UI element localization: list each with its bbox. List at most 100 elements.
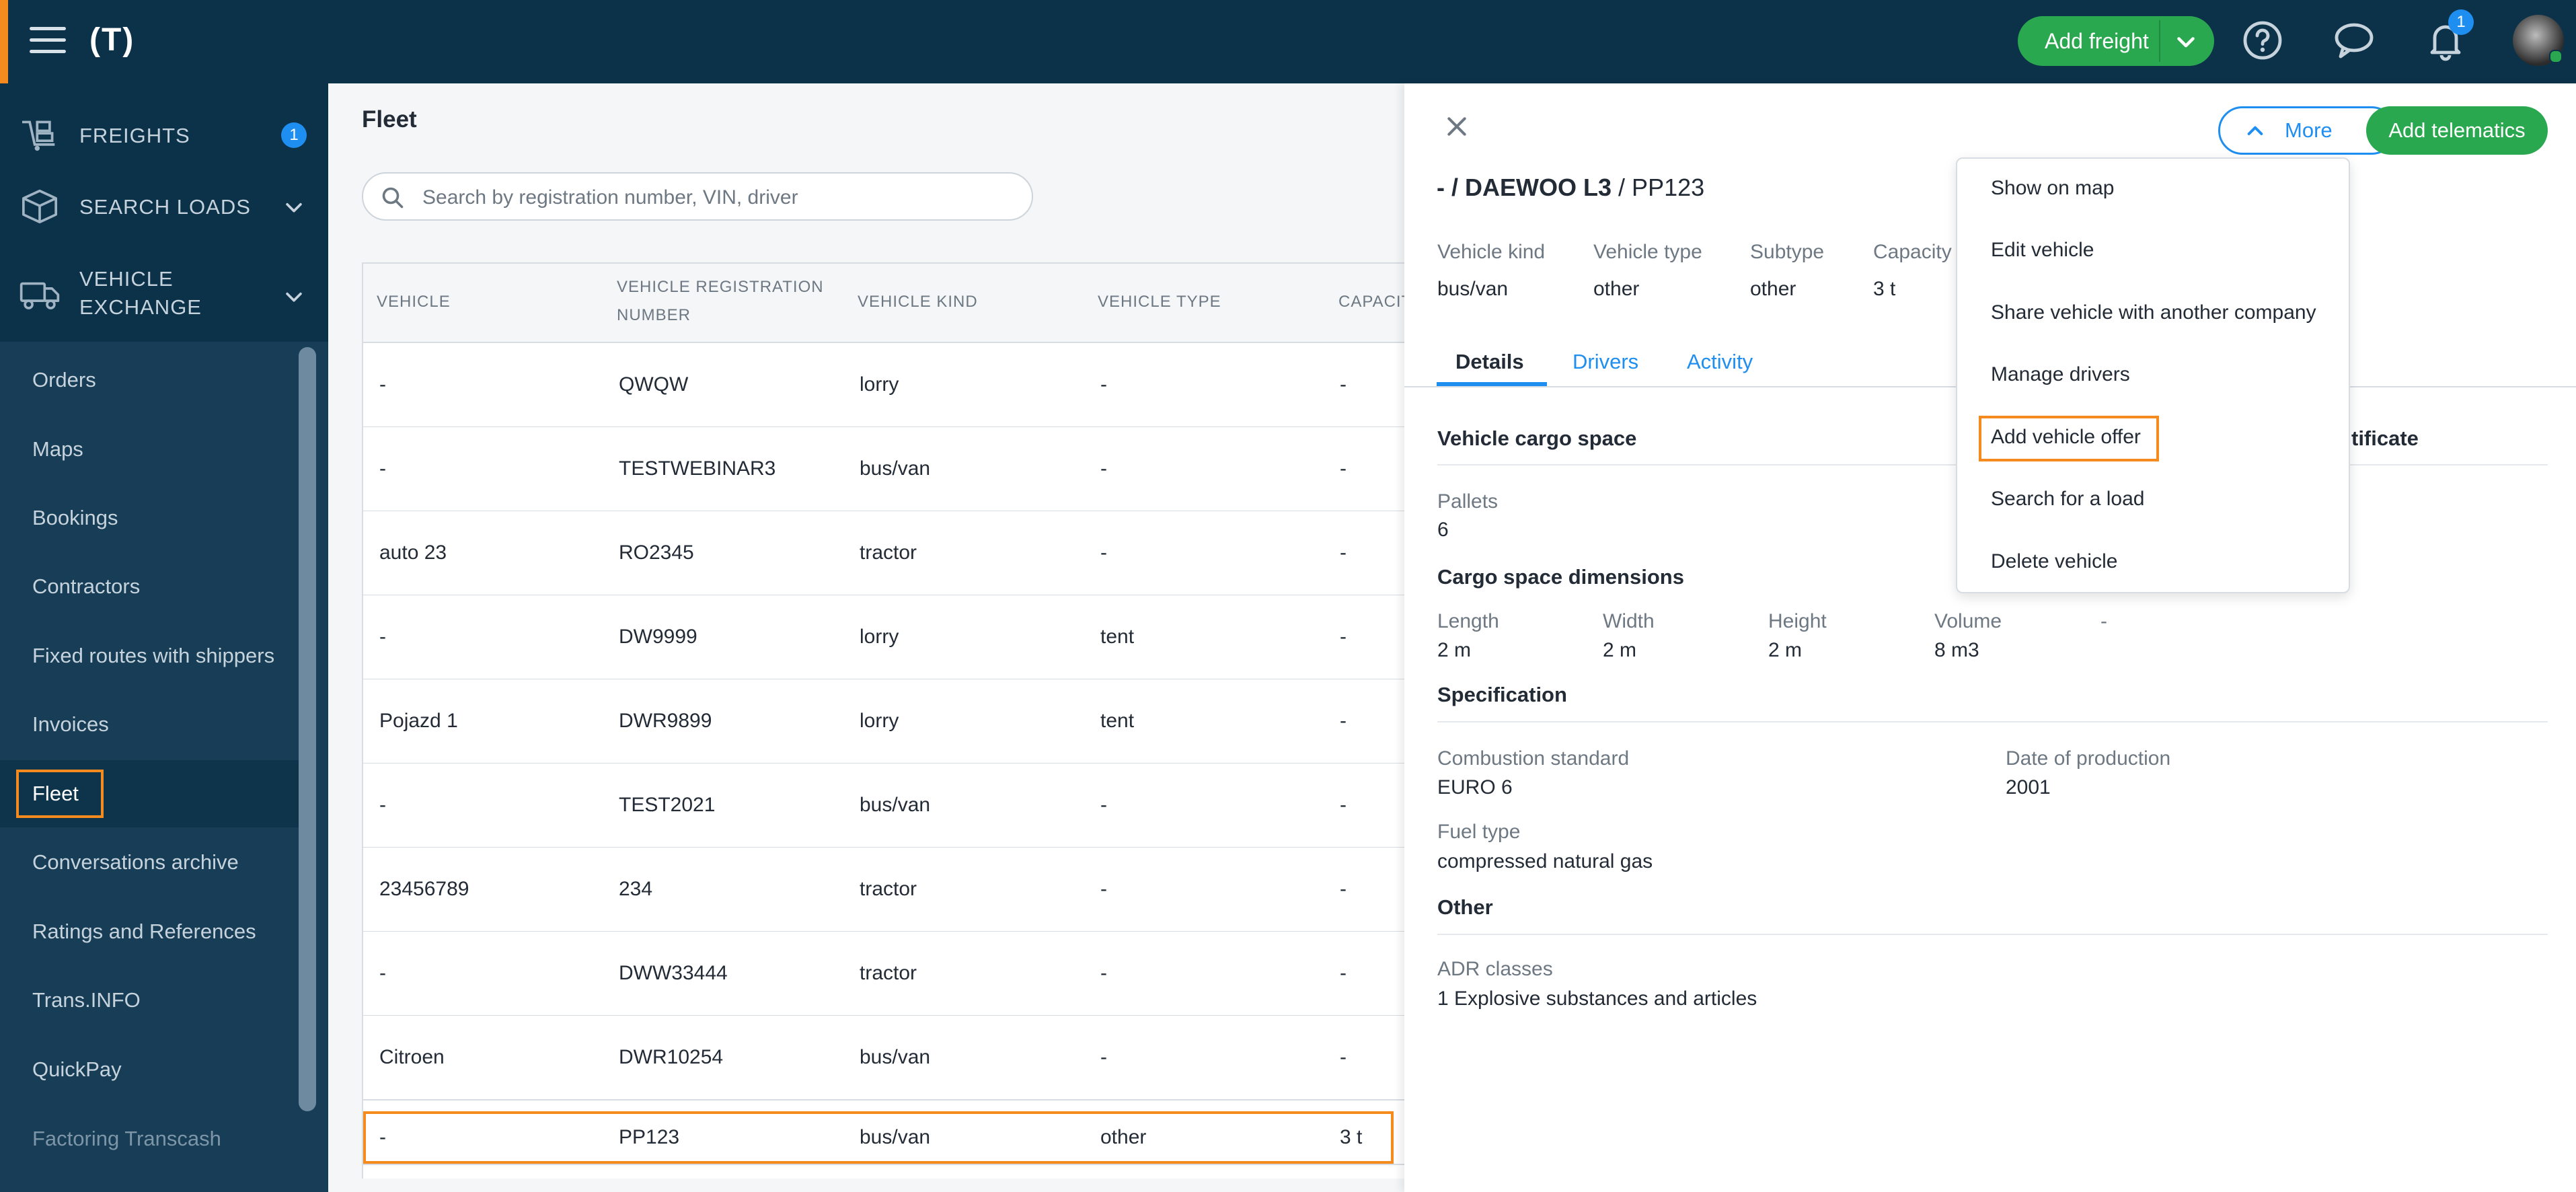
table-row[interactable]: auto 23 RO2345 tractor - - [363, 511, 1404, 596]
meta-label: Subtype [1750, 241, 1825, 263]
menu-item-show-on-map[interactable]: Show on map [1991, 177, 2115, 199]
sidebar-item-vehicle-exchange[interactable]: VEHICLE EXCHANGE [0, 260, 328, 334]
cell-type: - [1100, 878, 1107, 900]
page-title: Fleet [362, 106, 417, 133]
table-header: VEHICLE VEHICLE REGISTRATION NUMBER VEHI… [363, 264, 1411, 343]
pallets-label: Pallets [1437, 490, 1499, 513]
menu-item-highlight-box [1979, 416, 2159, 461]
dimension-value: 2 m [1437, 639, 1472, 661]
column-header-vehicle-kind[interactable]: VEHICLE KIND [858, 293, 978, 311]
menu-item-search-load[interactable]: Search for a load [1991, 488, 2145, 510]
hamburger-menu-icon[interactable] [30, 27, 66, 54]
cell-vehicle: auto 23 [379, 542, 447, 564]
cell-type: - [1100, 1046, 1107, 1068]
vehicle-title-name: DAEWOO L3 [1465, 174, 1612, 201]
cell-vehicle: - [379, 962, 386, 984]
freights-count-badge: 1 [281, 122, 307, 148]
adr-label: ADR classes [1437, 958, 1553, 980]
cell-vehicle: 23456789 [379, 878, 469, 900]
cell-kind: lorry [860, 373, 899, 396]
cell-kind: tractor [860, 878, 917, 900]
menu-item-manage-drivers[interactable]: Manage drivers [1991, 363, 2130, 385]
cell-registration: RO2345 [619, 542, 694, 564]
production-label: Date of production [2006, 747, 2171, 770]
menu-item-share-vehicle[interactable]: Share vehicle with another company [1991, 301, 2316, 324]
table-row[interactable]: Citroen DWR10254 bus/van - - [363, 1016, 1404, 1101]
sidebar-item-orders[interactable]: Orders [32, 368, 96, 392]
selected-row-highlight [363, 1111, 1394, 1164]
menu-item-delete-vehicle[interactable]: Delete vehicle [1991, 550, 2118, 572]
menu-item-add-vehicle-offer[interactable]: Add vehicle offer [1991, 426, 2141, 448]
close-icon[interactable] [1443, 113, 1470, 140]
column-header-registration[interactable]: VEHICLE REGISTRATION [617, 278, 824, 296]
add-telematics-button[interactable]: Add telematics [2366, 106, 2548, 155]
column-header-capacity[interactable]: CAPACIT [1338, 293, 1412, 311]
table-row[interactable]: - QWQW lorry - - [363, 343, 1404, 428]
adr-value: 1 Explosive substances and articles [1437, 988, 1757, 1010]
sidebar-item-bookings[interactable]: Bookings [32, 506, 118, 529]
sidebar-item-factoring[interactable]: Factoring Transcash [32, 1127, 221, 1150]
sidebar-item-fixed-routes[interactable]: Fixed routes with shippers [32, 644, 275, 667]
cell-type: tent [1100, 710, 1135, 732]
meta-value: 3 t [1873, 278, 1896, 300]
sidebar-item-invoices[interactable]: Invoices [32, 712, 109, 736]
sidebar-item-maps[interactable]: Maps [32, 437, 83, 461]
cell-type: tent [1100, 626, 1135, 648]
sidebar-item-label: VEHICLE [79, 267, 174, 291]
tab-drivers[interactable]: Drivers [1573, 350, 1639, 373]
fleet-highlight-box [16, 770, 104, 818]
tab-activity[interactable]: Activity [1687, 350, 1753, 373]
column-header-vehicle-type[interactable]: VEHICLE TYPE [1098, 293, 1221, 311]
chevron-up-icon [2247, 126, 2263, 135]
cell-registration: 234 [619, 878, 653, 900]
bell-icon[interactable] [2424, 19, 2467, 62]
avatar[interactable] [2513, 15, 2564, 66]
sidebar-item-contractors[interactable]: Contractors [32, 574, 141, 598]
table-row[interactable]: Pojazd 1 DWR9899 lorry tent - [363, 679, 1404, 764]
help-icon[interactable] [2241, 19, 2284, 62]
production-value: 2001 [2006, 776, 2051, 798]
more-label: More [2285, 118, 2333, 142]
search-input[interactable] [421, 180, 1016, 215]
sidebar-item-conversations-archive[interactable]: Conversations archive [32, 850, 239, 874]
column-header-vehicle[interactable]: VEHICLE [377, 293, 451, 311]
sidebar-item-trans-info[interactable]: Trans.INFO [32, 988, 141, 1012]
table-row[interactable]: - DWW33444 tractor - - [363, 932, 1404, 1016]
cell-registration: QWQW [619, 373, 689, 396]
table-row[interactable]: - TESTWEBINAR3 bus/van - - [363, 427, 1404, 512]
menu-item-edit-vehicle[interactable]: Edit vehicle [1991, 239, 2094, 261]
meta-value: other [1750, 278, 1796, 300]
cell-capacity: - [1340, 1046, 1347, 1068]
table-row[interactable]: - DW9999 lorry tent - [363, 595, 1404, 680]
table-row[interactable]: - TEST2021 bus/van - - [363, 763, 1404, 848]
cell-vehicle: Pojazd 1 [379, 710, 458, 732]
cell-registration: PP123 [619, 1126, 680, 1148]
trans-logo[interactable]: (T) [89, 22, 135, 58]
tab-details[interactable]: Details [1455, 350, 1524, 373]
sidebar-item-fleet[interactable]: Fleet [32, 782, 79, 805]
cell-kind: bus/van [860, 794, 931, 816]
chevron-down-icon [286, 292, 302, 302]
dimension-value: 2 m [1768, 639, 1803, 661]
cell-capacity: - [1340, 542, 1347, 564]
chevron-down-icon [286, 202, 302, 213]
cell-type: - [1100, 542, 1107, 564]
sidebar-item-search-loads[interactable]: SEARCH LOADS [0, 174, 328, 241]
sidebar-item-ratings[interactable]: Ratings and References [32, 920, 256, 943]
table-row-selected[interactable]: - PP123 bus/van other 3 t [363, 1111, 1404, 1165]
meta-value: bus/van [1437, 278, 1509, 300]
cell-capacity: - [1340, 626, 1347, 648]
dimension-value: 8 m3 [1934, 639, 1979, 661]
sidebar-item-freights[interactable]: FREIGHTS [0, 102, 328, 170]
chat-icon[interactable] [2333, 19, 2376, 62]
dimension-extra: - [2100, 610, 2107, 632]
chevron-down-icon[interactable] [2174, 30, 2198, 54]
cell-capacity: 3 t [1340, 1126, 1363, 1148]
vehicle-title-reg: / PP123 [1618, 174, 1705, 201]
sidebar-scrollbar[interactable] [299, 347, 316, 1111]
section-title-specification: Specification [1437, 683, 1567, 706]
table-row[interactable]: 23456789 234 tractor - - [363, 848, 1404, 932]
add-freight-button[interactable]: Add freight [2018, 16, 2214, 66]
pallets-value: 6 [1437, 519, 1449, 541]
sidebar-item-quickpay[interactable]: QuickPay [32, 1057, 122, 1081]
